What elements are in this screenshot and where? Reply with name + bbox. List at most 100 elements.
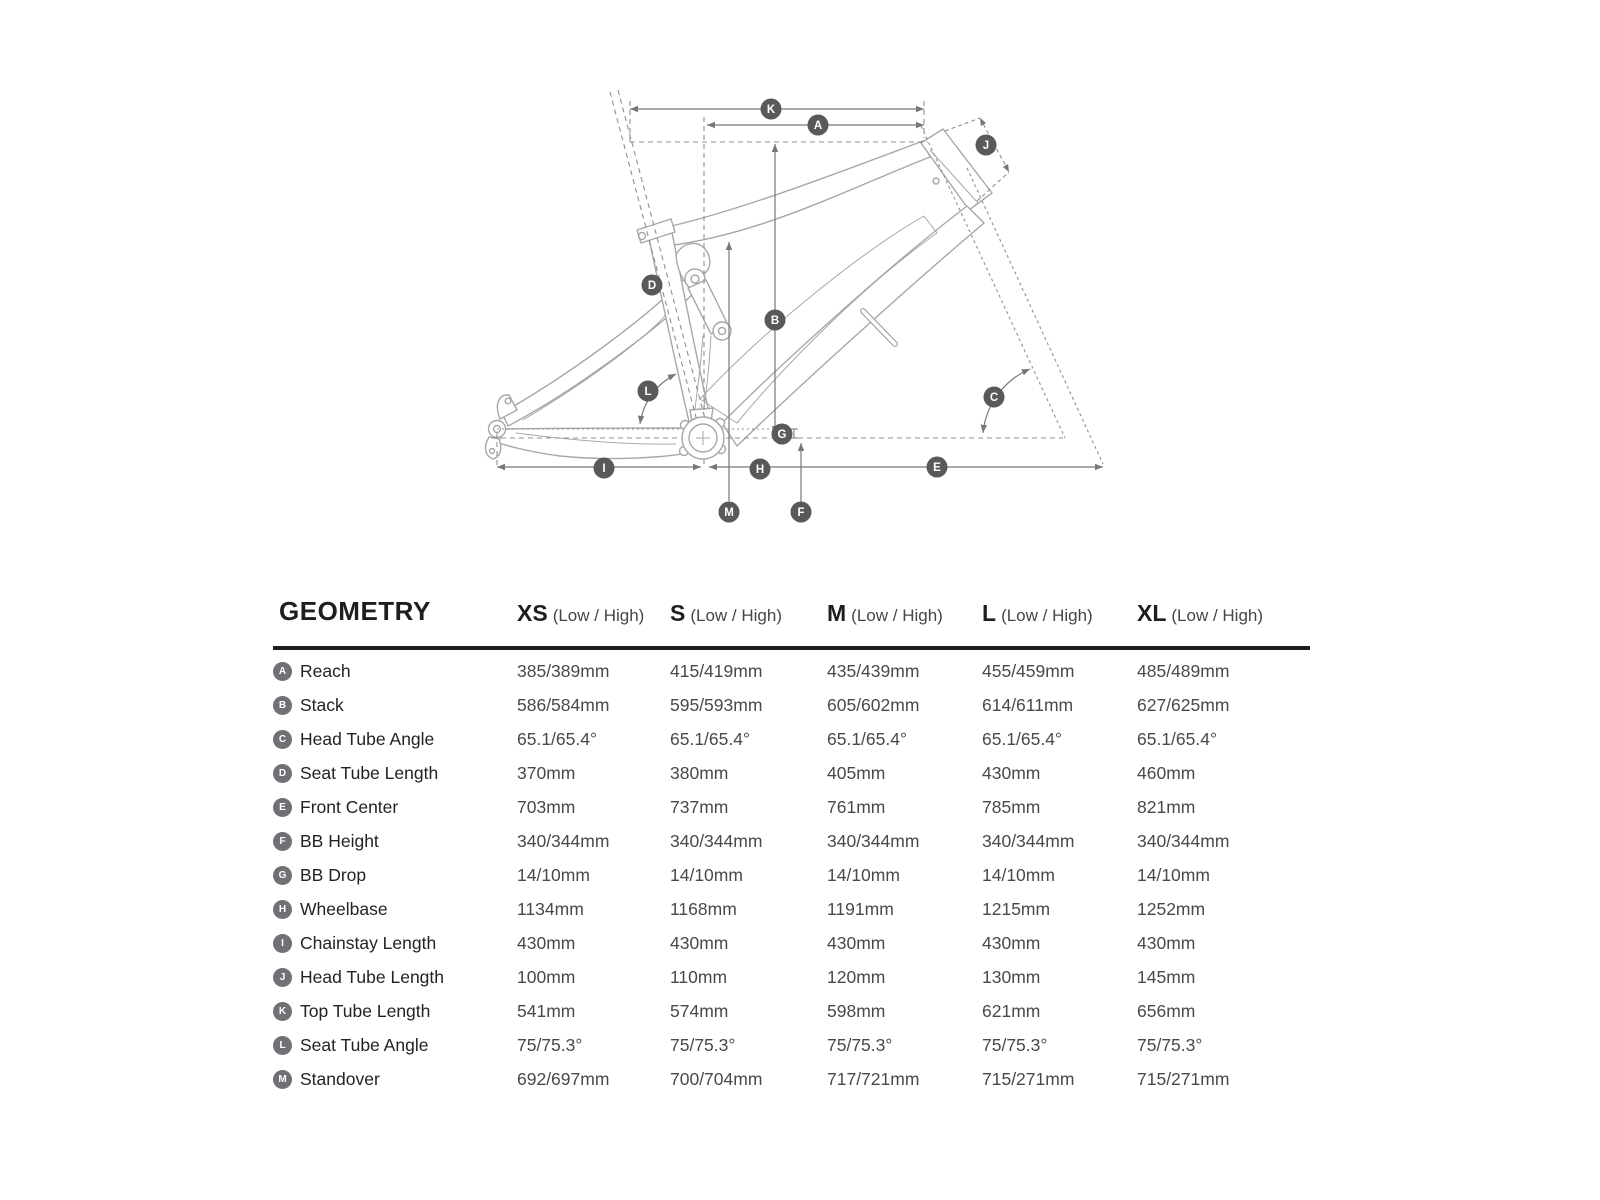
cell: 460mm [1137, 763, 1196, 783]
table-row: D Seat Tube Length 370mm 380mm 405mm 430mm 460… [273, 757, 1333, 791]
callout-B: B [764, 309, 786, 331]
cell: 65.1/65.4° [1137, 729, 1217, 749]
cell: 627/625mm [1137, 695, 1230, 715]
row-label: Seat Tube Angle [300, 1035, 429, 1055]
cell: 715/271mm [1137, 1069, 1230, 1089]
row-label: Seat Tube Length [300, 763, 439, 783]
table-row: K Top Tube Length 541mm 574mm 598mm 621mm 656m… [273, 995, 1333, 1029]
geometry-table: GEOMETRY XS (Low / High) S (Low / High) M (Lo… [273, 592, 1333, 1097]
header-rule [273, 646, 1310, 650]
table-row: G BB Drop 14/10mm 14/10mm 14/10mm 14/10mm 14/1… [273, 859, 1333, 893]
callout-G: G [771, 423, 793, 445]
row-badge-M: M [273, 1070, 292, 1089]
cell: 595/593mm [670, 695, 763, 715]
geometry-title: GEOMETRY [279, 596, 431, 626]
cell: 14/10mm [1137, 865, 1210, 885]
table-row: F BB Height 340/344mm 340/344mm 340/344mm 340… [273, 825, 1333, 859]
row-label: Head Tube Angle [300, 729, 435, 749]
column-header-XL: XL (Low / High) [1137, 600, 1264, 626]
svg-text:J: J [983, 140, 989, 152]
cell: 75/75.3° [982, 1035, 1048, 1055]
column-header-L: L (Low / High) [982, 600, 1093, 626]
cell: 656mm [1137, 1001, 1196, 1021]
row-label: Front Center [300, 797, 399, 817]
table-row: C Head Tube Angle 65.1/65.4° 65.1/65.4° 65.1… [273, 723, 1333, 757]
cell: 1168mm [670, 899, 737, 919]
row-badge-K: K [273, 1002, 292, 1021]
diagram-callouts: K A J D B L C G I H E M F [593, 98, 1005, 523]
cell: 385/389mm [517, 661, 610, 681]
callout-F: F [790, 501, 812, 523]
row-badge-F: F [273, 832, 292, 851]
column-header-S: S (Low / High) [670, 600, 782, 626]
cell: 65.1/65.4° [827, 729, 907, 749]
cell: 692/697mm [517, 1069, 610, 1089]
table-row: A Reach 385/389mm 415/419mm 435/439mm 455/459… [273, 655, 1333, 689]
cell: 1134mm [517, 899, 584, 919]
cell: 75/75.3° [1137, 1035, 1203, 1055]
cell: 541mm [517, 1001, 576, 1021]
row-label: BB Height [300, 831, 379, 851]
svg-text:E: E [933, 462, 941, 474]
table-row: B Stack 586/584mm 595/593mm 605/602mm 614/611… [273, 689, 1333, 723]
callout-D: D [641, 274, 663, 296]
callout-M: M [718, 501, 740, 523]
row-badge-E: E [273, 798, 292, 817]
cell: 785mm [982, 797, 1041, 817]
row-badge-D: D [273, 764, 292, 783]
row-label: BB Drop [300, 865, 367, 885]
cell: 14/10mm [517, 865, 590, 885]
callout-L: L [637, 380, 659, 402]
cell: 415/419mm [670, 661, 763, 681]
row-label: Head Tube Length [300, 967, 445, 987]
row-label: Stack [300, 695, 344, 715]
svg-text:H: H [756, 464, 764, 476]
svg-text:I: I [602, 463, 605, 475]
bottom-bracket-art [678, 416, 727, 460]
cell: 761mm [827, 797, 886, 817]
table-row: M Standover 692/697mm 700/704mm 717/721mm 715… [273, 1063, 1333, 1097]
row-badge-L: L [273, 1036, 292, 1055]
svg-text:F: F [797, 507, 804, 519]
column-header-XS: XS (Low / High) [517, 600, 645, 626]
table-row: L Seat Tube Angle 75/75.3° 75/75.3° 75/75.3°… [273, 1029, 1333, 1063]
row-badge-J: J [273, 968, 292, 987]
cell: 430mm [827, 933, 886, 953]
cell: 65.1/65.4° [670, 729, 750, 749]
cell: 340/344mm [517, 831, 610, 851]
svg-text:L: L [644, 386, 651, 398]
cell: 1252mm [1137, 899, 1206, 919]
callout-K: K [760, 98, 782, 120]
row-label: Chainstay Length [300, 933, 437, 953]
cell: 586/584mm [517, 695, 610, 715]
cell: 430mm [982, 763, 1041, 783]
cell: 75/75.3° [670, 1035, 736, 1055]
cell: 65.1/65.4° [982, 729, 1062, 749]
table-row: H Wheelbase 1134mm 1168mm 1191mm 1215mm 1252mm [273, 893, 1333, 927]
callout-H: H [749, 458, 771, 480]
table-row: E Front Center 703mm 737mm 761mm 785mm 821mm [273, 791, 1333, 825]
cell: 14/10mm [670, 865, 743, 885]
svg-text:G: G [778, 429, 787, 441]
callout-A: A [807, 114, 829, 136]
cell: 14/10mm [827, 865, 900, 885]
callout-J: J [975, 134, 997, 156]
svg-text:C: C [990, 392, 998, 404]
cell: 598mm [827, 1001, 886, 1021]
callout-C: C [983, 386, 1005, 408]
cell: 574mm [670, 1001, 729, 1021]
cell: 614/611mm [982, 695, 1074, 715]
cell: 130mm [982, 967, 1041, 987]
cell: 821mm [1137, 797, 1196, 817]
construction-lines [492, 89, 1104, 467]
cell: 75/75.3° [827, 1035, 893, 1055]
row-badge-A: A [273, 662, 292, 681]
row-badge-I: I [273, 934, 292, 953]
cell: 621mm [982, 1001, 1041, 1021]
cell: 1191mm [827, 899, 894, 919]
row-label: Standover [300, 1069, 380, 1089]
cell: 340/344mm [982, 831, 1075, 851]
table-row: J Head Tube Length 100mm 110mm 120mm 130mm 145… [273, 961, 1333, 995]
row-badge-B: B [273, 696, 292, 715]
callout-E: E [926, 456, 948, 478]
